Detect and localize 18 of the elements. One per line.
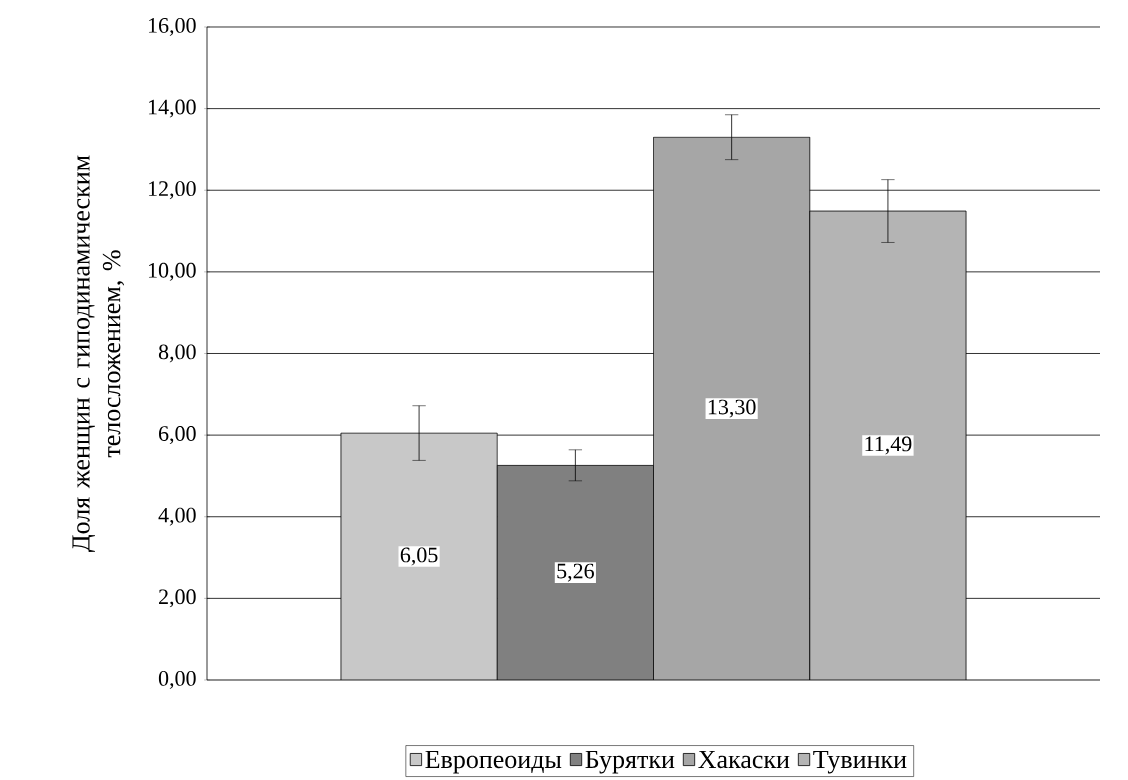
y-tick-label: 8,00 <box>158 344 196 363</box>
y-tick-label: 4,00 <box>158 507 196 526</box>
legend-label: Европеоиды <box>425 750 562 774</box>
data-label: 13,30 <box>708 399 756 418</box>
y-tick-label: 14,00 <box>148 99 196 118</box>
data-label: 5,26 <box>557 563 594 582</box>
y-axis-title: Доля женщин с гиподинамическим телосложением, % <box>72 155 125 552</box>
y-tick-label: 10,00 <box>148 262 196 281</box>
y-tick-label: 0,00 <box>158 670 196 689</box>
y-tick-label: 2,00 <box>159 589 196 608</box>
legend-label: Хакаски <box>698 750 790 769</box>
y-tick-label: 6,00 <box>159 426 196 445</box>
data-label: 11,49 <box>865 436 912 455</box>
y-tick-label: 16,00 <box>148 17 196 36</box>
legend-label: Бурятки <box>585 750 675 774</box>
legend-label: Тувинки <box>813 750 907 774</box>
y-tick-label: 12,00 <box>148 181 196 200</box>
data-label: 6,05 <box>400 547 438 566</box>
